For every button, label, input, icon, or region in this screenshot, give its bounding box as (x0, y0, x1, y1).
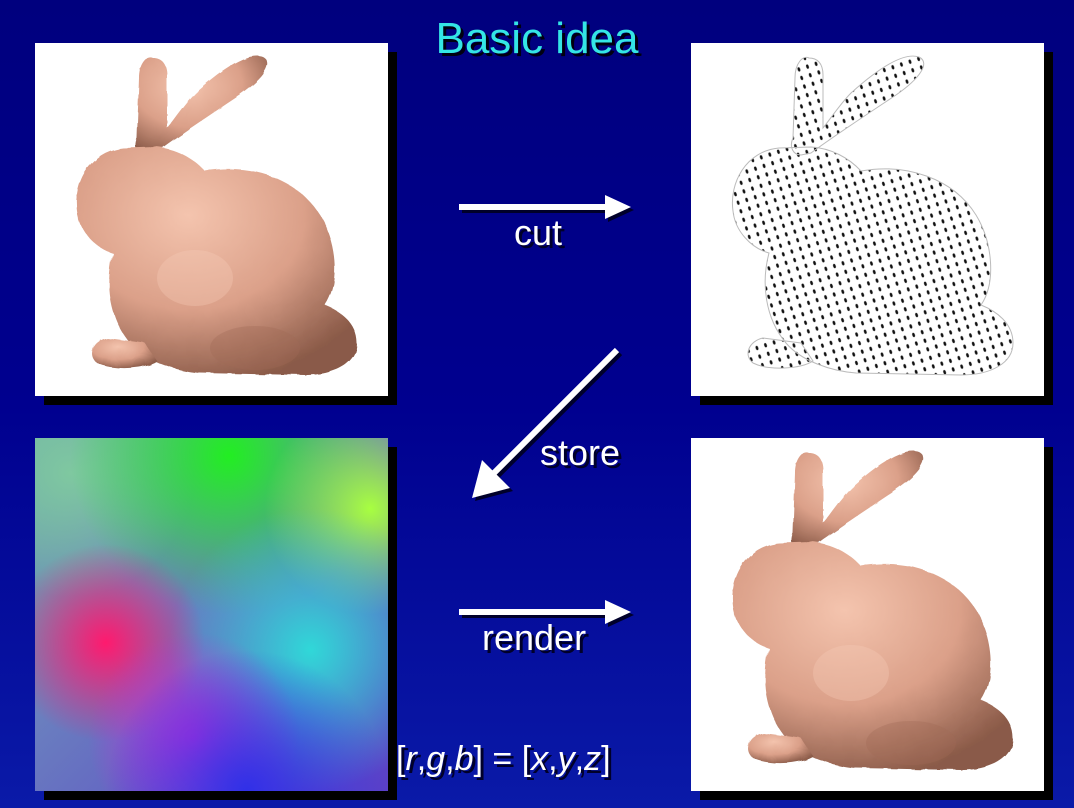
arrow-right-icon (459, 195, 634, 222)
arrow-down-left-icon (472, 347, 623, 501)
bunny-rendered-icon (732, 451, 1013, 770)
bunny-shaded-icon (76, 56, 357, 376)
step-label-store: store (540, 432, 621, 473)
slide-title: Basic idea (435, 14, 639, 63)
arrow-right-icon (459, 600, 634, 627)
panel-geometry-image (35, 438, 388, 791)
panel-rendered-mesh (691, 438, 1044, 791)
step-label-cut: cut (514, 212, 563, 253)
bunny-wireframe-icon (731, 55, 1014, 376)
step-label-render: render (482, 617, 587, 658)
rgb-xyz-formula: [r,g,b] = [x,y,z] (396, 740, 611, 778)
panel-cut-mesh (691, 43, 1044, 396)
geometry-image-icon (35, 438, 388, 791)
panel-original-mesh (35, 43, 388, 396)
